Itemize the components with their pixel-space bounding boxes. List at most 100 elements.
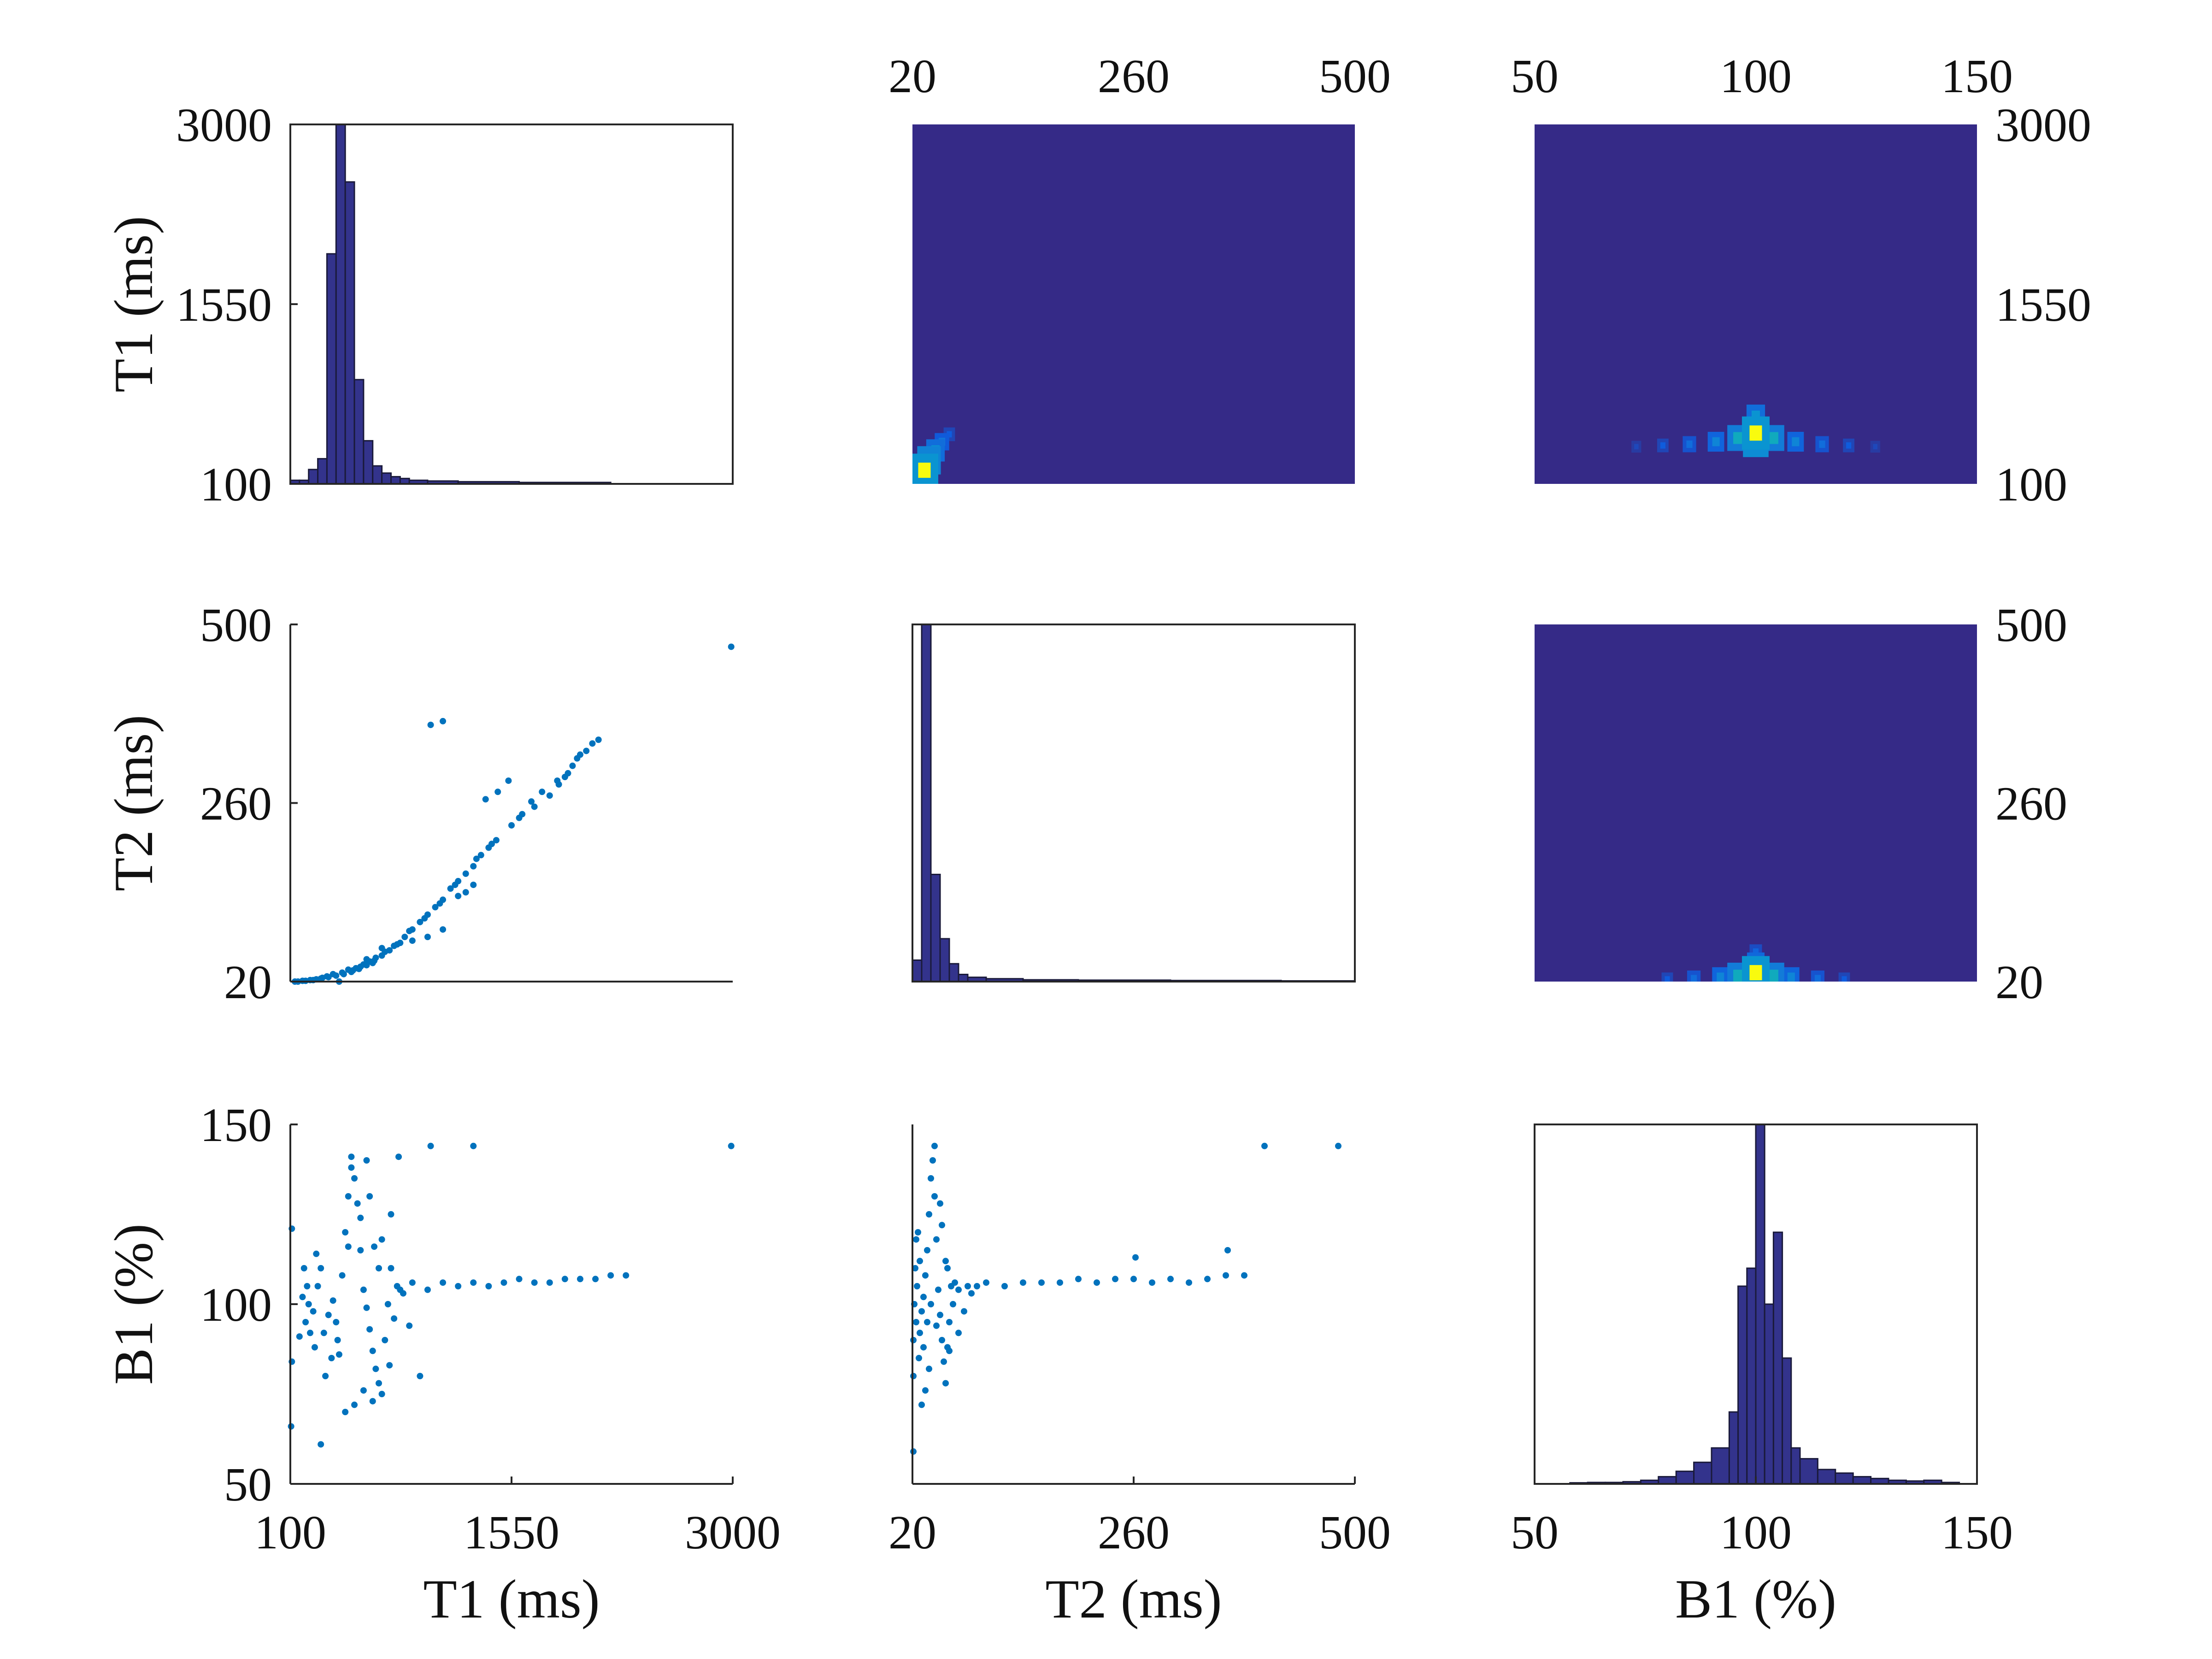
right-tick-label-t2: 260 (1995, 777, 2067, 830)
scatter-point (310, 1308, 317, 1315)
right-tick-label-t2: 20 (1995, 956, 2043, 1009)
histogram-bar (335, 124, 346, 485)
scatter-point (432, 904, 439, 911)
scatter-point (470, 882, 477, 888)
histogram-t1 (289, 124, 734, 485)
histogram-bar (363, 440, 374, 485)
scatter-point (1112, 1276, 1118, 1282)
scatter-point (366, 1193, 373, 1200)
scatter-point (477, 852, 484, 859)
scatter-point (351, 1401, 358, 1408)
scatter-point (342, 1229, 349, 1235)
scatter-point (388, 1211, 394, 1218)
scatter-point (339, 969, 346, 976)
scatter-point (354, 1200, 361, 1207)
histogram-bar (1658, 1476, 1677, 1485)
scatter-point (931, 1193, 938, 1200)
histogram-t2 (912, 624, 1356, 982)
heatmap-cell (947, 431, 952, 438)
heatmap-cell (1846, 442, 1852, 449)
scatter-point (400, 1290, 406, 1297)
scatter-point (384, 1301, 391, 1307)
top-tick-label-t2: 500 (1319, 50, 1391, 103)
scatter-point (965, 1283, 971, 1289)
x-tick-label-b1: 50 (1511, 1506, 1559, 1559)
scatter-point (939, 1337, 945, 1343)
scatter-point (942, 1380, 949, 1387)
scatter-point (961, 1308, 967, 1315)
scatter-point (1149, 1279, 1155, 1286)
x-tick-label-t1: 100 (254, 1506, 326, 1559)
x-axis-label-t1: T1 (ms) (423, 1568, 600, 1630)
scatter-point (531, 803, 538, 810)
scatter-point (436, 900, 443, 907)
scatter-point (421, 915, 428, 922)
scatter-point (409, 1279, 416, 1286)
scatter-point (918, 1308, 925, 1315)
scatter-point (302, 1319, 309, 1325)
scatter-point (307, 1330, 314, 1336)
y-tick-label-t1: 3000 (176, 99, 272, 152)
scatter-point (569, 762, 576, 769)
scatter-point (917, 1258, 923, 1265)
histogram-bar (326, 253, 337, 485)
scatter-point (926, 1365, 932, 1372)
right-tick-label-t1: 100 (1995, 458, 2067, 511)
histogram-bar (1772, 1231, 1783, 1485)
top-tick-label-b1: 150 (1941, 50, 2013, 103)
scatter-point (485, 1283, 492, 1289)
scatter-t1-b1 (288, 1124, 735, 1485)
scatter-point (391, 942, 398, 949)
scatter-point (1020, 1279, 1026, 1286)
scatter-point (983, 1279, 989, 1286)
scatter-point (546, 1279, 553, 1286)
x-tick-label-t2: 260 (1098, 1506, 1170, 1559)
scatter-point (299, 1294, 306, 1300)
scatter-point (516, 1276, 523, 1282)
heatmap-cell (1749, 965, 1762, 981)
scatter-point (334, 1337, 341, 1343)
scatter-point (470, 1142, 477, 1149)
scatter-point (1204, 1276, 1211, 1282)
scatter-point (937, 1200, 943, 1207)
scatter-point (930, 1157, 936, 1164)
scatter-point (470, 863, 477, 870)
scatter-point (1057, 1279, 1063, 1286)
histogram-bar (390, 476, 401, 485)
scatter-point (300, 1265, 307, 1271)
scatter-point (1132, 1254, 1139, 1261)
scatter-point (942, 1258, 949, 1265)
scatter-point (946, 1347, 953, 1354)
heatmap-b1-t2 (1535, 624, 1977, 982)
histogram-bar (1711, 1447, 1730, 1485)
scatter-point (339, 1272, 346, 1279)
scatter-point (348, 1153, 355, 1160)
histogram-bar (308, 469, 319, 485)
scatter-point (345, 1243, 352, 1250)
scatter-point (1130, 1276, 1137, 1282)
scatter-point (363, 1304, 370, 1311)
scatter-point (440, 926, 447, 933)
top-tick-label-b1: 100 (1720, 50, 1792, 103)
scatter-point (1335, 1142, 1341, 1149)
scatter-point (595, 736, 602, 743)
heatmap-cell (1749, 425, 1762, 441)
y-axis-label-t1: T1 (ms) (103, 216, 164, 392)
x-tick-label-t1: 1550 (464, 1506, 559, 1559)
y-tick-label-t1: 1550 (176, 278, 272, 331)
scatter-point (342, 1409, 349, 1415)
scatter-point (455, 1283, 462, 1289)
scatter-point (455, 893, 462, 900)
scatter-point (462, 870, 469, 877)
histogram-bar (1835, 1472, 1854, 1485)
scatter-point (539, 788, 546, 795)
scatter-point (440, 1279, 447, 1286)
scatter-point (1001, 1283, 1008, 1289)
scatter-point (360, 1286, 367, 1293)
scatter-point (470, 1279, 477, 1286)
scatter-point (913, 1236, 919, 1243)
scatter-point (1241, 1272, 1247, 1279)
scatter-point (360, 1387, 367, 1394)
scatter-point (401, 934, 408, 941)
